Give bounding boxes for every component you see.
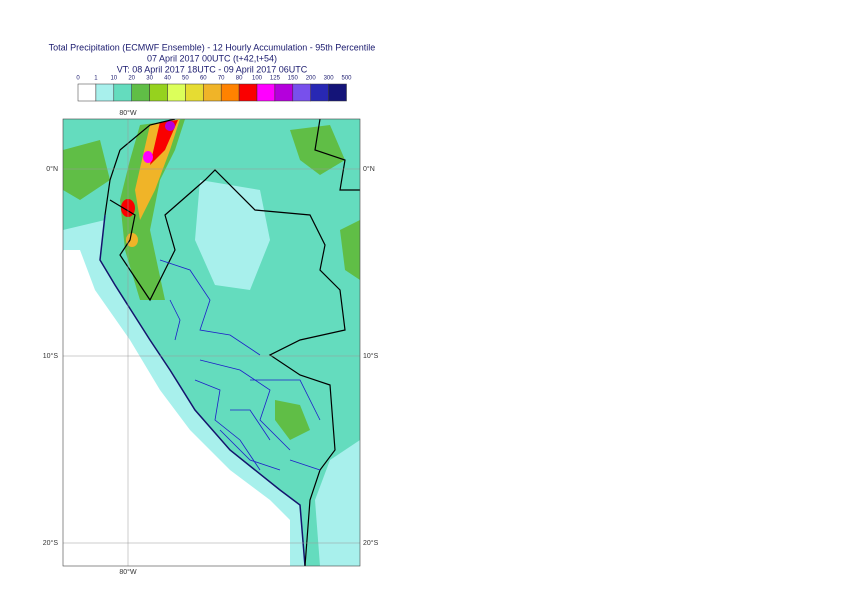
legend-label: 200: [306, 76, 317, 82]
legend-label: 80: [236, 76, 243, 82]
legend-swatch: [256, 83, 276, 102]
legend-label: 100: [252, 76, 263, 82]
legend-swatch: [203, 83, 222, 102]
lat-label: 0°N: [363, 165, 375, 173]
lon-label: 80°W: [119, 109, 137, 117]
lat-label: 10°S: [363, 352, 379, 360]
title: Total Precipitation (ECMWF Ensemble) - 1…: [49, 42, 376, 52]
valid-time: VT: 08 April 2017 18UTC - 09 April 2017 …: [117, 64, 308, 74]
legend-swatch: [131, 83, 150, 102]
sea: [63, 250, 290, 566]
legend-label: 30: [146, 76, 153, 82]
subtitle: 07 April 2017 00UTC (t+42,t+54): [147, 53, 277, 63]
dry-area: [195, 180, 270, 290]
lon-label: 80°W: [119, 568, 137, 576]
lat-label: 20°S: [363, 539, 379, 547]
lat-label: 10°S: [43, 352, 59, 360]
country-border: [104, 119, 360, 566]
rain-area: [275, 400, 310, 440]
rain-area: [135, 119, 180, 220]
legend-swatch: [113, 83, 132, 102]
rain-area: [63, 140, 110, 200]
legend-swatch: [185, 83, 204, 102]
legend-label: 125: [270, 76, 281, 82]
legend-swatch: [95, 83, 115, 102]
legend-label: 60: [200, 76, 207, 82]
legend: 0 1 10 20 30 40 50 60 70 80 100 125 150 200 300 500: [76, 76, 352, 102]
lat-label: 20°S: [43, 539, 59, 547]
legend-label: 20: [128, 76, 135, 82]
map-frame: [62, 118, 361, 567]
legend-swatch: [292, 83, 311, 102]
map: [63, 119, 360, 566]
rain-area: [150, 120, 178, 165]
legend-swatch: [77, 83, 97, 102]
lat-label: 0°N: [46, 165, 58, 173]
legend-label: 300: [324, 76, 335, 82]
region-border: [159, 259, 321, 471]
legend-label: 70: [218, 76, 225, 82]
legend-swatch: [274, 83, 294, 102]
rain-area: [165, 121, 175, 131]
graticule: [63, 119, 360, 566]
legend-label: 10: [110, 76, 117, 82]
rain-area: [126, 233, 138, 247]
rain-area: [143, 151, 153, 163]
legend-label: 1: [94, 76, 98, 82]
rain-area: [120, 119, 185, 300]
dry-area: [315, 440, 360, 566]
legend-label: 500: [341, 76, 352, 82]
rain-area: [290, 125, 345, 175]
legend-label: 0: [76, 76, 80, 82]
rain-area: [340, 220, 360, 280]
legend-swatch: [328, 83, 347, 102]
legend-label: 50: [182, 76, 189, 82]
legend-label: 150: [288, 76, 299, 82]
legend-swatch: [167, 83, 186, 102]
legend-swatch: [238, 83, 258, 102]
legend-swatch: [220, 83, 240, 102]
legend-label: 40: [164, 76, 171, 82]
legend-swatch: [310, 83, 329, 102]
legend-swatch: [149, 83, 168, 102]
coastline: [99, 214, 306, 566]
